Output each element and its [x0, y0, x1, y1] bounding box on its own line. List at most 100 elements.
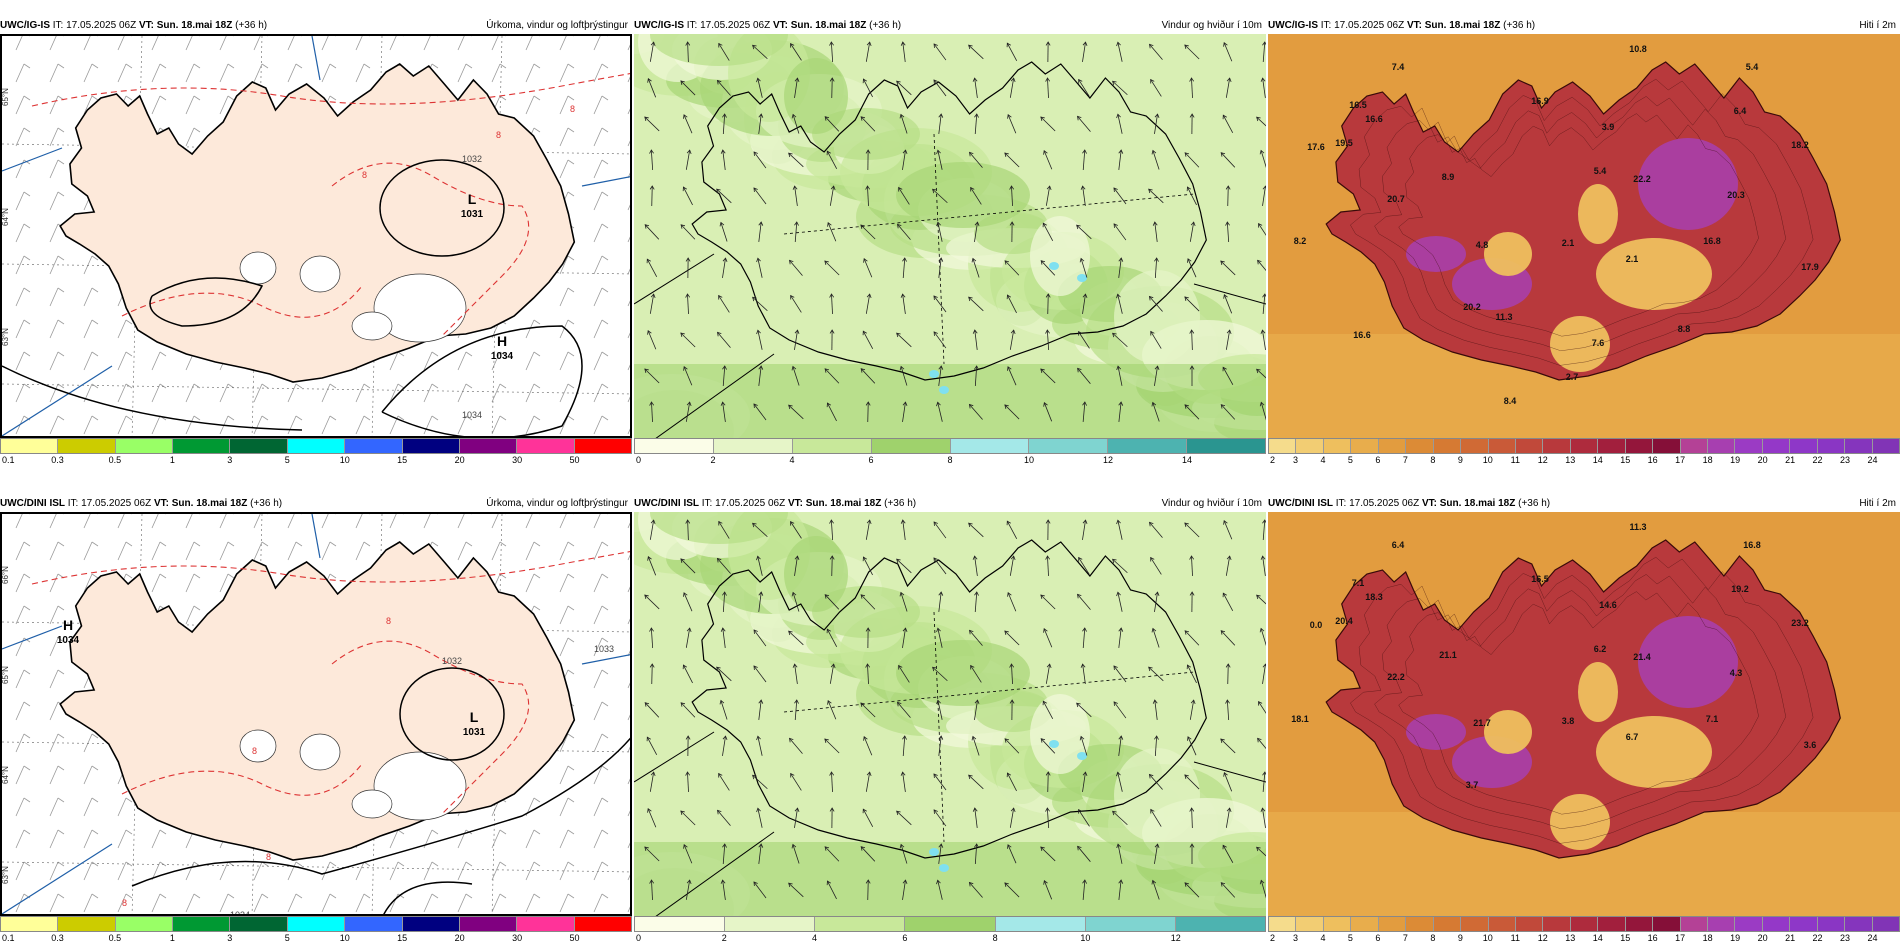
model-name: UWC/DINI ISL — [0, 498, 65, 509]
colorbar-tick: 20 — [454, 455, 465, 465]
lat-label: 63°N — [2, 866, 10, 884]
colorbar-tick: 5 — [1347, 933, 1353, 943]
it-value: 17.05.2025 06Z — [81, 498, 152, 509]
colorbar-ticks: 0 2 4 6 8 10 12 14 — [634, 454, 1266, 466]
colorbar-tick: 14 — [1592, 933, 1603, 943]
temperature-value: 6.4 — [1734, 106, 1747, 116]
colorbar-tick: 19 — [1730, 455, 1741, 465]
colorbar-tick: 0.5 — [108, 455, 122, 465]
panel-igis-precip: UWC/IG-IS IT: 17.05.2025 06Z VT: Sun. 18… — [0, 18, 632, 473]
colorbar-tick: 2 — [710, 455, 716, 465]
colorbar-swatch — [1735, 439, 1763, 453]
colorbar-tick: 16 — [1647, 455, 1658, 465]
panel-header: UWC/DINI ISL IT: 17.05.2025 06Z VT: Sun.… — [0, 496, 632, 512]
temperature-value: 23.2 — [1791, 618, 1809, 628]
colorbar-swatch — [1625, 917, 1654, 931]
low-pressure-center: L 1031 — [463, 709, 486, 738]
vt-label: VT: — [138, 20, 154, 31]
temperature-map[interactable]: 10.8 7.4 5.4 16.5 16.6 16.9 6.4 17.6 19.5 3.9 18.2… — [1268, 34, 1900, 438]
precip-map[interactable]: 66°N 65°N 64°N 63°N H 1034 L 1031 H1035 1032 1034 1… — [0, 512, 632, 916]
colorbar-swatch — [1085, 917, 1176, 931]
temperature-value: 16.8 — [1743, 540, 1761, 550]
isotherm-label: 8 — [570, 104, 575, 114]
panel-dini-temp: UWC/DINI ISL IT: 17.05.2025 06Z VT: Sun.… — [1268, 496, 1900, 950]
model-name: UWC/IG-IS — [1268, 20, 1318, 31]
glacier — [373, 273, 467, 343]
colorbar-tick: 0.3 — [51, 455, 64, 465]
temperature-value: 21.4 — [1633, 652, 1651, 662]
colorbar-swatch — [1406, 917, 1434, 931]
temperature-value: 21.7 — [1473, 718, 1491, 728]
temperature-value: 3.7 — [1466, 780, 1479, 790]
temperature-svg: 11.36.4 16.87.118.316.519.20.0 20.414.623.… — [1268, 512, 1900, 916]
colorbar-tick: 9 — [1457, 455, 1463, 465]
temperature-value: 3.6 — [1804, 740, 1817, 750]
colorbar-swatch — [1269, 917, 1297, 931]
panel-dini-wind: UWC/DINI ISL IT: 17.05.2025 06Z VT: Sun.… — [634, 496, 1266, 950]
colorbar-swatch — [1817, 439, 1846, 453]
it-value: 17.05.2025 06Z — [1334, 20, 1405, 31]
colorbar-tick: 20 — [454, 933, 465, 943]
precip-map[interactable]: 65°N 64°N 63°N L 1031 H 1034 1032 1034 8 8 8 — [0, 34, 632, 438]
isotherm-contours — [1350, 556, 1814, 844]
lead-time: (+36 h) — [869, 20, 902, 31]
wind-map[interactable] — [634, 34, 1266, 438]
colorbar — [0, 916, 632, 932]
colorbar-swatch — [792, 439, 872, 453]
colorbar-swatch — [1653, 439, 1681, 453]
lake — [929, 370, 939, 378]
wind-map[interactable] — [634, 512, 1266, 916]
colorbar-tick: 50 — [569, 933, 580, 943]
colorbar-tick: 0.1 — [2, 933, 15, 943]
colorbar-tick: 1 — [169, 455, 175, 465]
colorbar-tick: 8 — [1430, 455, 1436, 465]
colorbar-swatch — [1, 439, 59, 453]
colorbar-swatch — [1515, 439, 1544, 453]
lat-label: 64°N — [2, 208, 10, 226]
it-label: IT: — [52, 20, 64, 31]
colorbar-tick: 11 — [1510, 933, 1520, 943]
colorbar-tick: 0.1 — [2, 455, 15, 465]
colorbar-swatch — [1406, 439, 1434, 453]
glacier — [351, 311, 393, 341]
panel-title: Úrkoma, vindur og loftþrýstingur — [486, 498, 628, 509]
temperature-value: 3.8 — [1562, 716, 1575, 726]
colorbar-swatch — [1323, 439, 1352, 453]
colorbar-tick: 24 — [1867, 455, 1878, 465]
temperature-value: 8.9 — [1442, 172, 1455, 182]
temperature-value: 4.8 — [1476, 240, 1489, 250]
colorbar-swatch — [574, 439, 631, 453]
temperature-value: 3.9 — [1602, 122, 1615, 132]
isotherm-label: 8 — [266, 852, 271, 862]
colorbar-tick: 15 — [397, 455, 408, 465]
temperature-value: 19.5 — [1335, 138, 1353, 148]
colorbar-swatch — [1433, 917, 1462, 931]
colorbar-tick: 13 — [1565, 455, 1576, 465]
temperature-map[interactable]: 11.3 6.4 16.8 7.1 18.3 16.5 19.2 0.0 20.4 14.6 23.… — [1268, 512, 1900, 916]
colorbar-swatch — [635, 439, 714, 453]
low-pressure-center: L 1031 — [461, 191, 484, 220]
temperature-value: 2.1 — [1562, 238, 1575, 248]
colorbar-swatch — [905, 917, 996, 931]
vt-label: VT: — [787, 498, 803, 509]
colorbar-swatch — [1598, 917, 1626, 931]
colorbar-tick: 20 — [1757, 455, 1768, 465]
colorbar-tick: 4 — [789, 455, 795, 465]
colorbar-tick: 30 — [512, 455, 523, 465]
temperature-value: 6.2 — [1594, 644, 1607, 654]
pressure-center-value: 1031 — [463, 727, 486, 738]
colorbar-swatch — [713, 439, 793, 453]
temperature-value: 8.8 — [1678, 324, 1691, 334]
colorbar-tick: 7 — [1402, 455, 1408, 465]
wind-svg — [634, 512, 1266, 916]
lake — [1049, 262, 1059, 270]
pressure-center-type: H — [497, 333, 507, 349]
it-label: IT: — [1320, 20, 1332, 31]
colorbar-swatch — [287, 439, 346, 453]
temperature-value: 18.2 — [1791, 140, 1809, 150]
temperature-value: 22.2 — [1387, 672, 1405, 682]
colorbar — [0, 438, 632, 454]
colorbar-swatch — [1680, 917, 1708, 931]
lat-label: 65°N — [2, 666, 10, 684]
colorbar-swatch — [1296, 439, 1324, 453]
